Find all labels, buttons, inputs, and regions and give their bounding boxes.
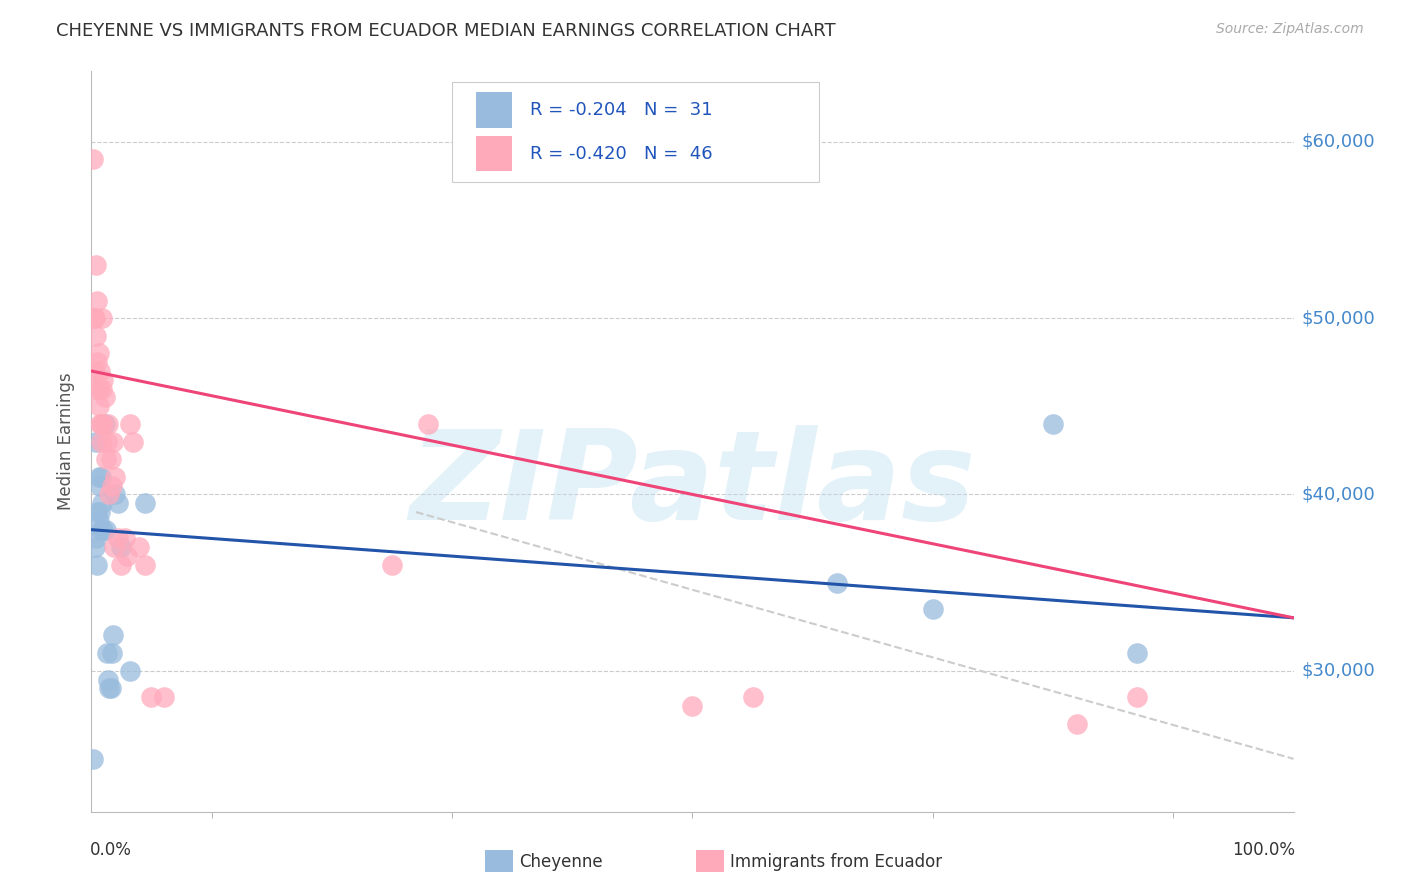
Point: [91, 382, 114, 396]
Point: [97, 673, 120, 687]
Point: [90, 417, 112, 431]
Text: 0.0%: 0.0%: [90, 841, 132, 859]
Point: [93, 373, 115, 387]
Point: [87, 382, 110, 396]
Point: [416, 417, 439, 431]
Point: [90, 434, 112, 449]
Point: [122, 434, 145, 449]
Point: [91, 496, 114, 510]
Text: R = -0.420   N =  46: R = -0.420 N = 46: [530, 145, 713, 162]
Point: [89, 478, 111, 492]
Text: $50,000: $50,000: [1302, 310, 1375, 327]
Point: [1066, 716, 1088, 731]
Point: [101, 628, 124, 642]
Point: [84, 541, 107, 555]
Text: $40,000: $40,000: [1302, 485, 1375, 503]
Point: [681, 698, 703, 713]
Text: Source: ZipAtlas.com: Source: ZipAtlas.com: [1216, 22, 1364, 37]
Point: [118, 664, 141, 678]
Text: Immigrants from Ecuador: Immigrants from Ecuador: [730, 853, 942, 871]
Point: [101, 434, 124, 449]
Point: [84, 311, 107, 326]
Point: [86, 355, 108, 369]
Point: [82, 153, 104, 167]
Point: [97, 417, 120, 431]
Y-axis label: Median Earnings: Median Earnings: [58, 373, 76, 510]
Point: [93, 417, 115, 431]
Point: [84, 382, 107, 396]
Point: [107, 532, 129, 546]
Point: [83, 364, 105, 378]
Text: CHEYENNE VS IMMIGRANTS FROM ECUADOR MEDIAN EARNINGS CORRELATION CHART: CHEYENNE VS IMMIGRANTS FROM ECUADOR MEDI…: [56, 22, 835, 40]
Point: [825, 575, 848, 590]
Point: [90, 523, 112, 537]
Point: [117, 549, 139, 563]
Point: [98, 487, 121, 501]
Point: [96, 434, 118, 449]
Point: [84, 258, 107, 272]
Point: [101, 646, 124, 660]
Point: [134, 496, 156, 510]
FancyBboxPatch shape: [477, 136, 512, 171]
Point: [87, 346, 110, 360]
Text: $60,000: $60,000: [1302, 133, 1375, 151]
Point: [84, 532, 107, 546]
Point: [86, 505, 108, 519]
Point: [90, 470, 112, 484]
Point: [96, 646, 118, 660]
Point: [118, 417, 141, 431]
Point: [89, 417, 111, 431]
Point: [741, 690, 763, 705]
Text: Cheyenne: Cheyenne: [519, 853, 602, 871]
Point: [1126, 646, 1149, 660]
Point: [86, 558, 108, 572]
Point: [83, 311, 105, 326]
Point: [87, 470, 110, 484]
Point: [110, 558, 132, 572]
Point: [89, 364, 111, 378]
Point: [98, 681, 121, 696]
Point: [104, 487, 127, 501]
Point: [103, 541, 125, 555]
Point: [82, 752, 104, 766]
Point: [104, 470, 127, 484]
Point: [91, 311, 114, 326]
Point: [93, 417, 115, 431]
Point: [93, 523, 115, 537]
Text: ZIPatlas: ZIPatlas: [409, 425, 976, 547]
FancyBboxPatch shape: [477, 92, 512, 128]
Point: [86, 293, 108, 308]
Point: [84, 434, 107, 449]
Point: [94, 523, 117, 537]
Point: [93, 391, 115, 405]
Point: [100, 681, 122, 696]
Point: [87, 399, 110, 413]
Text: R = -0.204   N =  31: R = -0.204 N = 31: [530, 101, 713, 119]
Text: 100.0%: 100.0%: [1232, 841, 1295, 859]
Text: $30,000: $30,000: [1302, 662, 1375, 680]
Point: [94, 452, 117, 467]
Point: [922, 602, 945, 616]
Point: [134, 558, 156, 572]
Point: [152, 690, 174, 705]
Point: [100, 452, 122, 467]
Point: [84, 328, 107, 343]
Point: [381, 558, 404, 572]
Point: [1042, 417, 1064, 431]
FancyBboxPatch shape: [451, 82, 818, 183]
Point: [101, 478, 124, 492]
Point: [128, 541, 150, 555]
Point: [107, 496, 129, 510]
Point: [87, 514, 110, 528]
Point: [110, 541, 132, 555]
Point: [141, 690, 163, 705]
Point: [1126, 690, 1149, 705]
Point: [89, 505, 111, 519]
Point: [114, 532, 136, 546]
